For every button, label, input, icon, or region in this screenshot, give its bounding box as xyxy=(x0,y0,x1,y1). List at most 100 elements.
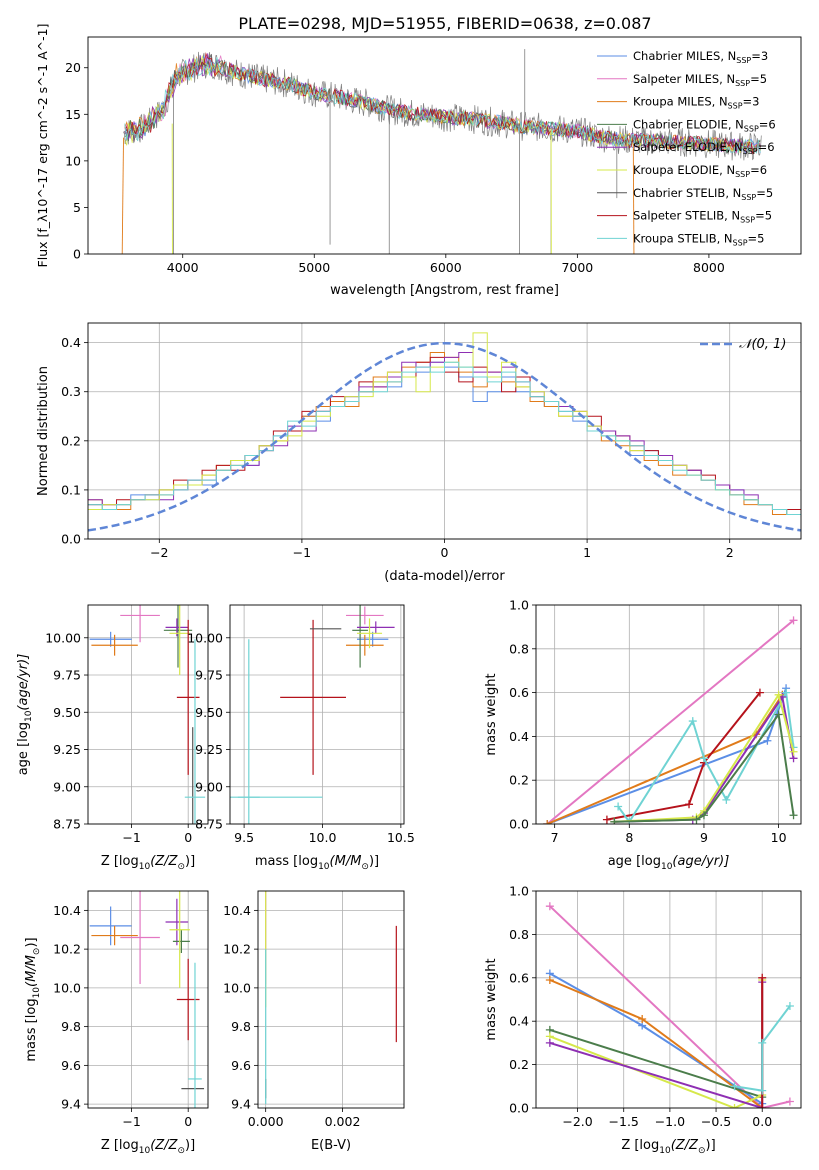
y-tick-label: 10.4 xyxy=(223,903,251,918)
errorbar-point xyxy=(165,898,189,946)
weight-marker xyxy=(758,1038,767,1047)
y-tick-label: 9.6 xyxy=(61,1058,81,1073)
histogram-series xyxy=(88,361,801,515)
weight-marker xyxy=(688,717,697,726)
x-axis-label: age [log10(age/yr)] xyxy=(608,854,730,872)
x-tick-label: 9 xyxy=(700,830,708,845)
errorbar-point xyxy=(280,619,346,775)
y-tick-label: 10.2 xyxy=(223,942,251,957)
y-axis-label: age [log10(age/yr)] xyxy=(16,654,34,776)
y-tick-label: 8.75 xyxy=(195,817,223,832)
x-tick-label: −1.5 xyxy=(609,1114,639,1129)
y-tick-label: 9.00 xyxy=(195,779,223,794)
errorbar-point xyxy=(184,639,206,824)
y-tick-label: 9.50 xyxy=(195,705,223,720)
y-tick-label: 0.0 xyxy=(509,1101,529,1116)
x-tick-label: 0 xyxy=(184,1114,192,1129)
weight-marker xyxy=(785,1097,794,1106)
weight-marker xyxy=(610,817,619,824)
y-axis-label: Flux [f_λ10^-17 erg cm^-2 s^-1 A^-1] xyxy=(35,24,50,268)
x-axis-label: mass [log10(M/M⊙)] xyxy=(255,854,379,872)
spectrum-model-line xyxy=(124,55,761,152)
y-axis-label: mass [log10(M/M⊙)] xyxy=(24,937,42,1061)
weight-marker xyxy=(602,815,611,824)
weight-marker xyxy=(758,1104,767,1108)
errorbar-point xyxy=(176,619,200,775)
errorbar-point xyxy=(346,634,384,656)
weight-marker xyxy=(699,811,708,820)
legend-entry: Kroupa ELODIE, NSSP=6 xyxy=(633,163,767,179)
y-tick-label: 0.8 xyxy=(509,927,529,942)
age_vs_Z-axes: −1 0 8.75 9.00 9.25 9.50 9.75 10.00 Z [log10(Z/Z… xyxy=(16,605,208,872)
weight-marker xyxy=(789,616,798,625)
y-tick-label: 1.0 xyxy=(509,884,529,899)
weight-marker xyxy=(758,973,767,982)
legend-entry: Kroupa STELIB, NSSP=5 xyxy=(633,231,764,247)
x-tick-label: −1.0 xyxy=(655,1114,685,1129)
x-tick-label: 0.0 xyxy=(752,1114,772,1129)
errorbar-point xyxy=(163,605,193,668)
y-axis-label: mass weight xyxy=(484,673,499,755)
spectrum-model-line xyxy=(124,57,761,154)
x-tick-label: 7 xyxy=(551,830,559,845)
mass_vs_Z-frame xyxy=(87,890,209,1109)
y-tick-label: 9.25 xyxy=(195,742,223,757)
y-tick-label: 9.8 xyxy=(61,1019,81,1034)
residuals-frame xyxy=(87,322,802,540)
x-axis-label: E(B-V) xyxy=(311,1138,351,1153)
y-tick-label: 9.25 xyxy=(53,742,81,757)
weight-marker xyxy=(699,754,708,763)
x-tick-label: 0.000 xyxy=(248,1114,284,1129)
age_vs_mass-axes: 9.5 10.0 10.5 8.75 9.00 9.25 9.50 9.75 10.00 mass… xyxy=(187,605,415,872)
x-axis-label: Z [log10(Z/Z⊙)] xyxy=(101,854,195,872)
age_vs_mass-frame xyxy=(229,604,405,825)
x-tick-label: −1 xyxy=(122,830,140,845)
legend-entry: 𝒩(0, 1) xyxy=(739,337,786,352)
y-axis-label: Normed distribution xyxy=(36,366,51,496)
x-tick-label: 8 xyxy=(625,830,633,845)
x-tick-label: 8000 xyxy=(693,260,725,275)
spectrum-model-line xyxy=(124,53,761,153)
errorbar-point xyxy=(356,631,389,647)
x-tick-label: 6000 xyxy=(430,260,462,275)
weight-series-line xyxy=(734,1005,791,1092)
weight-marker xyxy=(789,747,798,756)
y-tick-label: 10.00 xyxy=(45,630,81,645)
spectrum-model-line xyxy=(124,52,761,155)
errorbar-point xyxy=(356,618,383,649)
weight-marker xyxy=(614,802,623,811)
spectrum-drop xyxy=(632,144,635,254)
legend-entry: Salpeter ELODIE, NSSP=6 xyxy=(633,140,775,156)
weight-marker xyxy=(758,1086,767,1095)
legend-entry: Kroupa MILES, NSSP=3 xyxy=(633,95,759,111)
weight-series-line xyxy=(549,980,764,1108)
y-tick-label: 0.2 xyxy=(509,773,529,788)
y-tick-label: 0.3 xyxy=(61,384,81,399)
weight-series-line xyxy=(549,979,763,1108)
y-tick-label: 0.2 xyxy=(509,1057,529,1072)
errorbar-point xyxy=(91,925,138,946)
weight-marker xyxy=(774,690,783,699)
errorbar-point xyxy=(169,891,190,988)
mass_weight_vs_Z-axes: −2.0 −1.5 −1.0 −0.5 0.0 0.0 0.2 0.4 0.6 0.8 1.0 mas… xyxy=(484,884,801,1156)
weight-marker xyxy=(730,1104,739,1108)
y-tick-label: 0.0 xyxy=(509,817,529,832)
x-tick-label: 2 xyxy=(726,545,734,560)
errorbar-point xyxy=(172,929,190,953)
x-axis-label: wavelength [Angstrom, rest frame] xyxy=(330,283,559,298)
errorbar-point xyxy=(352,605,368,668)
y-tick-label: 9.6 xyxy=(231,1058,251,1073)
x-tick-label: 4000 xyxy=(167,260,199,275)
x-tick-label: 10 xyxy=(771,830,787,845)
x-tick-label: −1 xyxy=(293,545,311,560)
weight-marker xyxy=(543,820,552,824)
y-tick-label: 15 xyxy=(65,107,81,122)
x-tick-label: 9.5 xyxy=(234,830,254,845)
y-tick-label: 10.00 xyxy=(187,630,223,645)
y-tick-label: 0.2 xyxy=(61,433,81,448)
y-tick-label: 0.4 xyxy=(509,729,529,744)
y-tick-label: 0.4 xyxy=(61,335,81,350)
y-tick-label: 0.6 xyxy=(509,685,529,700)
y-tick-label: 1.0 xyxy=(509,598,529,613)
